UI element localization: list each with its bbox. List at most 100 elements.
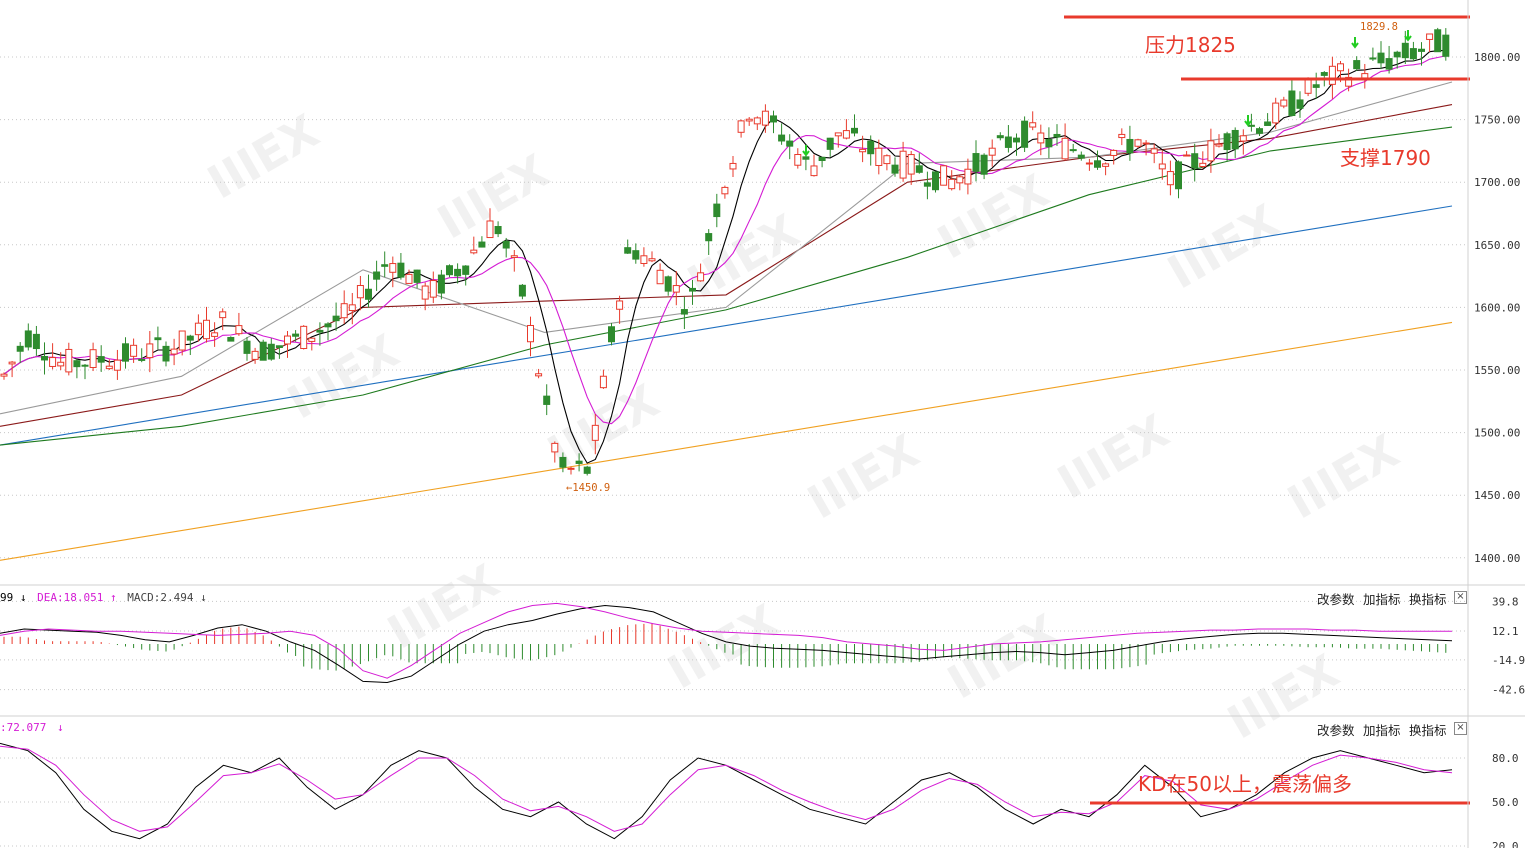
candle: [1207, 128, 1215, 173]
candle: [883, 154, 891, 171]
candle: [397, 253, 405, 280]
candle-body: [292, 333, 300, 337]
candle-body: [429, 280, 437, 298]
kd-add-indicator-button[interactable]: 加指标: [1363, 723, 1401, 738]
candle-body: [1207, 140, 1215, 162]
candle-body: [41, 355, 48, 361]
candle: [826, 137, 834, 157]
macd-switch-indicator-button[interactable]: 换指标: [1409, 592, 1447, 607]
candle: [1110, 149, 1118, 165]
candle-body: [964, 168, 972, 185]
candle: [73, 358, 81, 379]
candle-body: [1029, 122, 1037, 128]
candle: [478, 236, 486, 248]
candle-body: [1142, 142, 1150, 145]
candle-body: [1094, 160, 1101, 168]
candle: [1077, 151, 1085, 161]
candle-body: [1013, 137, 1020, 143]
moving-average-line: [3, 55, 1446, 425]
candle-body: [1126, 138, 1134, 154]
candle: [624, 239, 632, 254]
candle-body: [624, 247, 632, 254]
kd-annotation: KD在50以上，震荡偏多: [1138, 772, 1352, 796]
kd-params-button[interactable]: 改参数: [1317, 723, 1355, 738]
candle: [1280, 96, 1288, 109]
candle: [1239, 129, 1247, 155]
candle-body: [826, 137, 834, 150]
candle: [1094, 150, 1101, 170]
candle-body: [697, 272, 705, 282]
candle-body: [332, 315, 340, 322]
candle-body: [324, 323, 332, 328]
candle-body: [842, 130, 850, 139]
candle-body: [518, 284, 526, 297]
candle: [494, 221, 502, 238]
candle-body: [510, 255, 518, 258]
candle: [640, 247, 648, 267]
candle-body: [478, 241, 486, 248]
candle: [203, 306, 210, 343]
main-y-axis: 1800.00 1750.00 1700.00 1650.00 1600.00 1550.…: [1474, 51, 1520, 565]
candle-body: [956, 176, 964, 184]
moving-average-lines: [0, 49, 1453, 561]
y-tick-label: 1550.00: [1474, 364, 1520, 377]
candle: [1409, 41, 1417, 62]
macd-value: 2.494: [160, 591, 194, 604]
candle-body: [1304, 79, 1312, 94]
watermark-logo: IIIEX: [379, 554, 508, 660]
candle: [664, 275, 672, 296]
macd-params-button[interactable]: 改参数: [1317, 592, 1355, 607]
candle: [770, 110, 777, 134]
dif-line: [0, 604, 1453, 684]
candle-body: [1328, 65, 1336, 85]
signal-arrow-icon: [1351, 37, 1359, 49]
candle: [648, 251, 656, 263]
y-tick-label: 20.0: [1492, 840, 1519, 848]
kd-switch-indicator-button[interactable]: 换指标: [1409, 723, 1447, 738]
candle: [705, 229, 713, 255]
candle-body: [0, 373, 8, 377]
candle-body: [65, 348, 73, 373]
macd-add-indicator-button[interactable]: 加指标: [1363, 592, 1401, 607]
candle-body: [1215, 143, 1223, 147]
candle-body: [316, 329, 324, 333]
candle: [332, 302, 340, 331]
candle: [1134, 138, 1142, 149]
candle-body: [16, 345, 24, 352]
candle-body: [365, 288, 372, 300]
candle-body: [1426, 33, 1434, 40]
dea-value: 18.051: [63, 591, 104, 604]
candle-body: [113, 359, 121, 371]
candle-body: [761, 110, 769, 126]
candle-body: [1166, 171, 1174, 186]
candle-body: [1231, 129, 1239, 150]
candle: [356, 275, 364, 311]
candle-body: [794, 154, 802, 166]
candle-body: [591, 424, 599, 441]
candle: [1377, 41, 1385, 70]
candle-body: [1037, 132, 1045, 144]
candle-body: [57, 361, 65, 367]
y-tick-label: 1800.00: [1474, 51, 1520, 64]
watermark-logo: IIIEX: [929, 164, 1058, 270]
moving-average-line: [3, 49, 1446, 464]
candle: [940, 165, 948, 186]
macd-close-icon[interactable]: ×: [1454, 591, 1467, 604]
candle-body: [1409, 48, 1417, 60]
candle-body: [348, 304, 356, 311]
candle: [16, 342, 24, 363]
candle-body: [891, 164, 899, 174]
watermark-logo: IIIEX: [659, 594, 788, 700]
kd-close-icon[interactable]: ×: [1454, 722, 1467, 735]
candle-body: [1085, 162, 1093, 165]
candle-body: [494, 226, 502, 235]
candle-body: [583, 466, 591, 474]
candle: [875, 139, 883, 175]
candle-body: [599, 375, 607, 389]
candle-body: [340, 303, 348, 319]
watermark-logo: IIIEX: [1159, 194, 1288, 300]
candle: [518, 283, 526, 300]
candle: [786, 134, 794, 160]
candle: [170, 338, 178, 366]
candle: [794, 148, 802, 169]
